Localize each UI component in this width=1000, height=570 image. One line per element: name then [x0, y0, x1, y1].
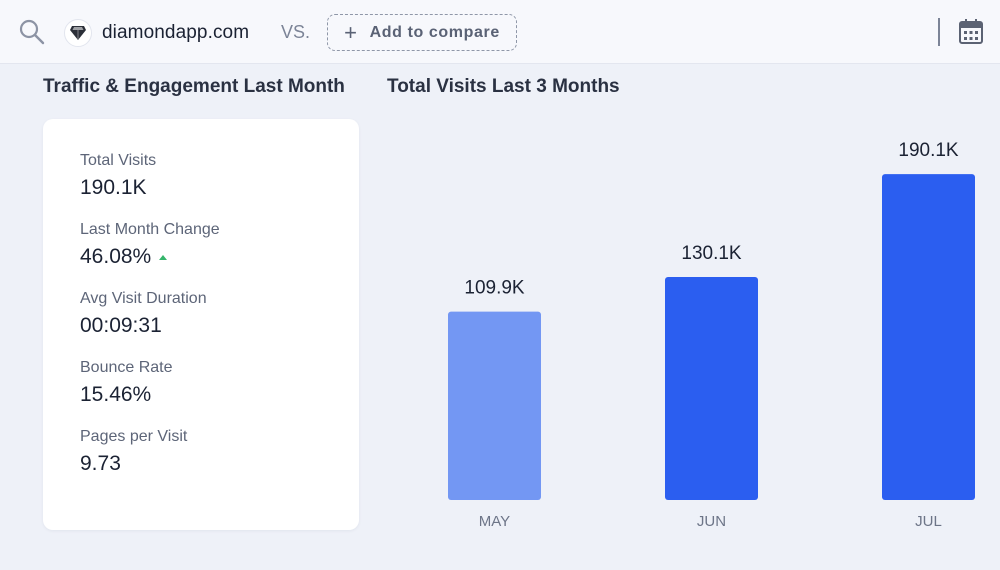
trend-up-icon — [159, 254, 168, 260]
bar-jun[interactable] — [665, 276, 758, 500]
bar-value-label: 109.9K — [464, 278, 525, 299]
add-to-compare-label: Add to compare — [369, 23, 500, 41]
site-name: diamondapp.com — [102, 22, 250, 43]
chart-title: Total Visits Last 3 Months — [387, 76, 620, 97]
toolbar-divider — [938, 18, 940, 46]
add-to-compare-button[interactable]: + Add to compare — [327, 14, 517, 51]
stat-value: 190.1K — [80, 176, 156, 200]
site-selector[interactable]: diamondapp.com — [64, 18, 249, 48]
top-bar: diamondapp.com VS. + Add to compare — [0, 0, 1000, 64]
bar-value-label: 190.1K — [898, 140, 959, 161]
stat-total-visits: Total Visits 190.1K — [80, 152, 156, 200]
diamond-icon — [64, 19, 92, 47]
stat-value-text: 46.08% — [80, 245, 152, 268]
stat-last-month-change: Last Month Change 46.08% — [80, 221, 220, 269]
plus-icon: + — [344, 19, 358, 45]
engagement-card: Total Visits 190.1K Last Month Change 46… — [43, 119, 359, 530]
bar-jul[interactable] — [882, 174, 975, 500]
bar-may[interactable] — [448, 311, 541, 500]
stat-value-text: 00:09:31 — [80, 314, 162, 337]
stat-value-text: 15.46% — [80, 383, 152, 406]
stat-label: Avg Visit Duration — [80, 290, 207, 307]
calendar-icon[interactable] — [958, 18, 984, 46]
stat-value-text: 190.1K — [80, 176, 147, 199]
stat-value: 00:09:31 — [80, 314, 207, 338]
stat-label: Last Month Change — [80, 221, 220, 238]
stat-label: Bounce Rate — [80, 359, 173, 376]
engagement-title: Traffic & Engagement Last Month — [43, 76, 345, 97]
stat-label: Pages per Visit — [80, 428, 188, 445]
stat-label: Total Visits — [80, 152, 157, 169]
bar-value-label: 130.1K — [681, 243, 742, 264]
stat-value: 15.46% — [80, 383, 173, 407]
category-label: MAY — [479, 513, 510, 530]
stat-pages-per-visit: Pages per Visit 9.73 — [80, 428, 187, 476]
vs-label: VS. — [281, 22, 311, 42]
stat-bounce-rate: Bounce Rate 15.46% — [80, 359, 173, 407]
stat-value: 46.08% — [80, 245, 220, 269]
visits-bar-chart: 109.9K MAY 130.1K JUN 190.1K JUL — [448, 140, 975, 530]
stat-avg-visit-duration: Avg Visit Duration 00:09:31 — [80, 290, 207, 338]
stat-value: 9.73 — [80, 452, 187, 476]
category-label: JUL — [915, 513, 942, 530]
search-icon[interactable] — [18, 18, 46, 46]
stat-value-text: 9.73 — [80, 452, 121, 475]
category-label: JUN — [697, 513, 726, 530]
